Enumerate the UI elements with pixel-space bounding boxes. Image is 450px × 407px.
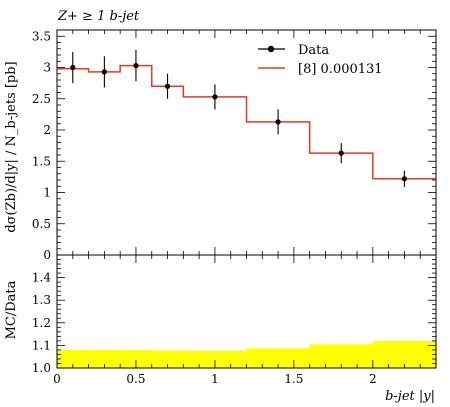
x-tick-label: 0 (53, 372, 61, 386)
mc-step-line (57, 64, 436, 180)
data-point (275, 119, 281, 125)
ratio-band-bin (151, 350, 184, 368)
ratio-y-tick-label: 1.1 (32, 338, 51, 352)
y-tick-label: 1 (43, 186, 51, 200)
ratio-band-bin (372, 340, 437, 368)
legend-label-data: Data (298, 43, 329, 58)
x-tick-label: 1 (211, 372, 219, 386)
ratio-y-tick-label: 1.4 (32, 271, 51, 285)
ratio-y-tick-label: 1.0 (32, 361, 51, 375)
y-tick-label: 3.5 (32, 29, 51, 43)
data-point (101, 69, 107, 75)
y-tick-label: 1.5 (32, 154, 51, 168)
data-point (401, 176, 408, 182)
legend-data-marker (267, 45, 275, 53)
ratio-band-bin (120, 349, 153, 368)
ratio-y-tick-label: 1.3 (32, 293, 51, 307)
main-panel: 0 0.5 1 1.5 2 2.5 3 3.5 (32, 29, 437, 262)
y-tick-label: 2 (43, 123, 51, 137)
legend-label-mc: [8] 0.000131 (298, 62, 383, 77)
x-tick-label: 1.5 (284, 372, 303, 386)
y-tick-label: 2.5 (32, 92, 51, 106)
data-point (164, 83, 171, 89)
data-point (212, 94, 218, 100)
x-tick-label: 2 (369, 372, 377, 386)
x-axis-label: b-jet |y| (385, 389, 435, 404)
data-point (70, 64, 76, 71)
ratio-panel: 0 0.5 1 1.5 2 1.0 1.1 1.2 1.3 1.4 (32, 254, 437, 386)
ratio-band-bin (88, 349, 121, 368)
chart-title: Z+ ≥ 1 b-jet (57, 9, 140, 24)
data-point (133, 63, 139, 69)
x-tick-label: 0.5 (126, 372, 145, 386)
data-point (338, 150, 344, 156)
ratio-y-tick-label: 1.2 (32, 316, 51, 330)
ratio-band-bin (57, 349, 89, 368)
ratio-band-bin (183, 350, 247, 368)
ratio-band-bin (309, 344, 374, 368)
y-tick-label: 0.5 (32, 217, 51, 231)
y-axis-label: dσ(Zb)/d|y| / N_b-jets [pb] (4, 61, 19, 232)
ratio-y-axis-label: MC/Data (4, 280, 19, 339)
y-tick-label: 3 (43, 61, 51, 75)
legend: Data [8] 0.000131 (258, 43, 383, 77)
y-tick-label: 0 (43, 248, 51, 262)
